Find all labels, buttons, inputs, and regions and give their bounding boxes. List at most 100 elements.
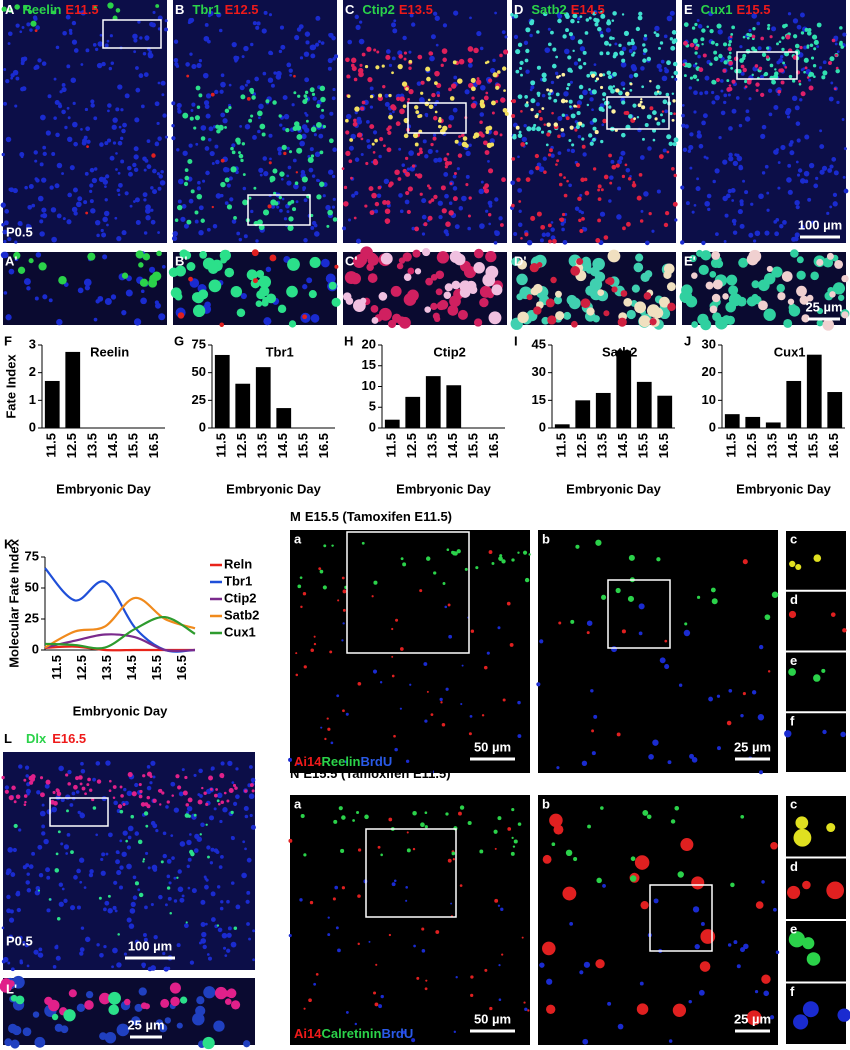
cell — [758, 714, 764, 720]
cell — [77, 196, 82, 201]
label: 25 µm — [734, 1011, 771, 1026]
cell — [323, 125, 326, 128]
cell — [623, 298, 632, 307]
cell — [720, 59, 723, 62]
cell — [369, 124, 374, 129]
cell — [466, 175, 470, 179]
cell — [546, 979, 552, 985]
cell — [715, 232, 719, 236]
cell — [87, 778, 91, 782]
cell — [471, 629, 474, 632]
cell — [578, 65, 582, 69]
cell — [541, 131, 544, 134]
cell — [370, 210, 375, 215]
cell — [342, 622, 344, 624]
cell — [245, 124, 250, 129]
cell — [102, 254, 107, 259]
cell — [831, 612, 836, 617]
cell — [165, 1017, 171, 1023]
cell — [466, 281, 477, 292]
cell — [525, 578, 529, 582]
cell — [384, 179, 389, 184]
cell — [123, 803, 126, 806]
cell — [585, 191, 590, 196]
cell — [382, 200, 387, 205]
cell — [233, 802, 237, 806]
cell — [539, 117, 543, 121]
cell — [519, 210, 522, 213]
micrograph-bg — [290, 530, 530, 773]
cell — [821, 669, 825, 673]
cell — [474, 132, 480, 138]
cell — [700, 961, 711, 972]
cell — [546, 298, 555, 307]
cell — [241, 873, 247, 879]
cell — [345, 151, 350, 156]
cell — [525, 49, 529, 53]
cell — [69, 29, 73, 33]
cell — [122, 123, 127, 128]
cell — [731, 26, 735, 30]
cell — [214, 807, 217, 810]
cell — [458, 153, 462, 157]
cell — [591, 108, 594, 111]
label-part: E11.5 — [65, 2, 98, 17]
cell — [622, 226, 626, 230]
cell — [63, 217, 66, 220]
cell — [447, 548, 450, 551]
cell — [333, 897, 336, 900]
cell — [530, 80, 535, 85]
cell — [167, 886, 170, 889]
cell — [558, 151, 562, 155]
cell — [667, 16, 673, 22]
cell — [92, 178, 97, 183]
cell — [161, 860, 164, 863]
cell — [524, 95, 528, 99]
bar — [426, 376, 441, 428]
cell — [9, 269, 15, 275]
cell — [220, 907, 224, 911]
cell — [341, 815, 346, 820]
cell — [359, 39, 365, 45]
cell — [107, 908, 112, 913]
cell — [641, 210, 644, 213]
cell — [269, 158, 272, 161]
cell — [318, 179, 321, 182]
cell — [484, 96, 489, 101]
cell — [827, 253, 834, 260]
cell — [674, 174, 677, 177]
cell — [609, 175, 614, 180]
cell — [689, 1000, 692, 1003]
cell — [159, 174, 163, 178]
cell — [73, 875, 78, 880]
chart-title: Cux1 — [774, 344, 806, 359]
cell — [386, 49, 391, 54]
cell — [766, 55, 769, 58]
cell — [460, 805, 464, 809]
cell — [348, 159, 352, 163]
cell — [415, 110, 419, 114]
label-part: E16.5 — [52, 731, 86, 746]
cell — [488, 223, 491, 226]
cell — [445, 233, 449, 237]
cell — [33, 66, 37, 70]
cell — [143, 253, 150, 260]
cell — [549, 814, 563, 828]
cell — [215, 788, 218, 791]
cell — [760, 134, 765, 139]
cell — [407, 210, 411, 214]
cell — [758, 67, 762, 71]
cell — [314, 643, 316, 645]
cell — [518, 200, 521, 203]
cell — [649, 80, 651, 82]
cell — [444, 291, 452, 299]
cell — [14, 105, 17, 108]
cell — [479, 223, 485, 229]
cell — [805, 66, 808, 69]
x-tick-label: 12.5 — [574, 433, 589, 458]
cell — [664, 223, 668, 227]
cell — [318, 134, 323, 139]
cell — [439, 117, 442, 120]
cell — [664, 263, 675, 274]
cell — [199, 205, 204, 210]
